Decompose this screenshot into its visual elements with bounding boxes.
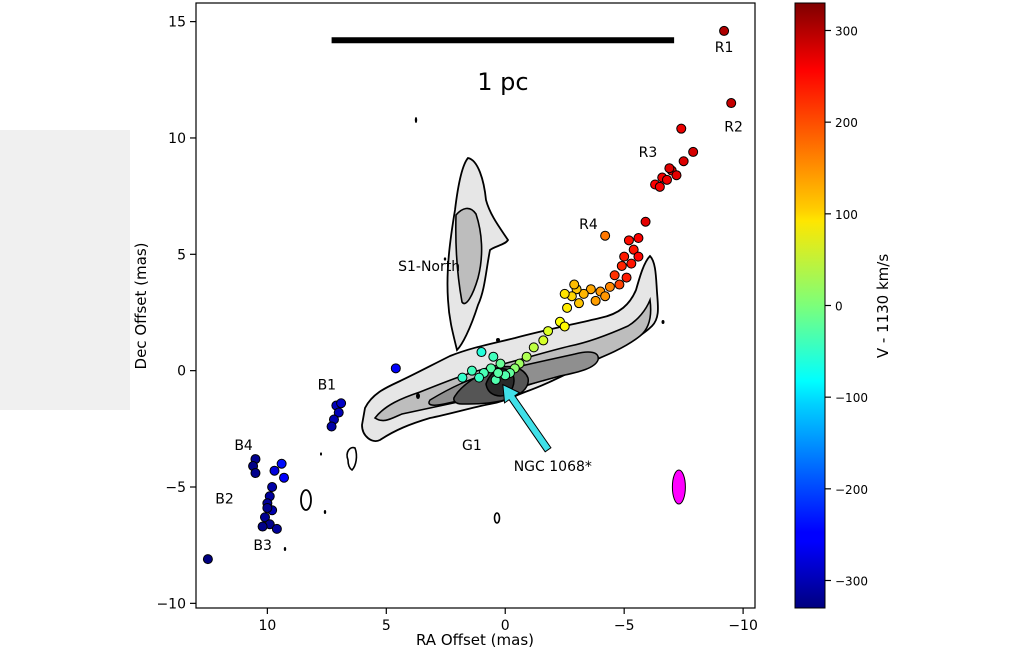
maser-spot — [719, 25, 730, 36]
maser-spot — [671, 170, 682, 181]
maser-spot — [466, 365, 477, 376]
maser-spot — [538, 335, 549, 346]
maser-spot — [562, 302, 573, 313]
maser-spot — [326, 421, 337, 432]
x-tick-label: 10 — [258, 618, 276, 634]
maser-spot — [543, 326, 554, 337]
maser-spot — [600, 291, 611, 302]
y-tick-label: −5 — [165, 480, 186, 496]
maser-spot — [279, 472, 290, 483]
maser-spot — [269, 465, 280, 476]
annotation-label: R1 — [715, 40, 734, 56]
maser-spot — [521, 351, 532, 362]
maser-spot — [267, 482, 278, 492]
annotation-label: R4 — [579, 217, 598, 233]
scale-bar-label: 1 pc — [477, 68, 528, 96]
maser-spot — [271, 523, 282, 534]
maser-spot — [616, 260, 627, 271]
y-tick-label: −10 — [156, 596, 186, 612]
x-axis-label: RA Offset (mas) — [416, 631, 534, 649]
maser-spot — [654, 181, 665, 192]
annotation-label: R3 — [639, 145, 658, 161]
maser-spot — [640, 216, 651, 227]
maser-spot — [276, 458, 287, 469]
x-tick-label: 0 — [501, 618, 510, 634]
maser-spot — [626, 258, 637, 269]
maser-spot — [559, 288, 570, 299]
colorbar-tick-label: −300 — [835, 575, 868, 589]
maser-spot — [257, 521, 268, 532]
maser-spot — [585, 284, 596, 295]
beam-ellipse — [671, 469, 686, 505]
maser-spot — [623, 235, 634, 246]
maser-spot — [628, 244, 639, 255]
maser-spot — [573, 298, 584, 309]
maser-spot — [262, 502, 273, 513]
y-tick-label: 15 — [168, 15, 186, 31]
maser-spot — [633, 233, 644, 244]
colorbar-label: V - 1130 km/s — [874, 254, 892, 359]
maser-spot — [619, 251, 630, 262]
maser-spot — [609, 270, 620, 281]
maser-spot — [493, 367, 504, 378]
maser-spot — [474, 372, 485, 383]
colorbar — [794, 2, 826, 609]
maser-spot — [390, 363, 401, 374]
x-tick-label: −10 — [728, 618, 758, 634]
maser-spot — [688, 146, 699, 157]
maser-spot — [614, 279, 625, 290]
y-axis-label: Dec Offset (mas) — [132, 243, 150, 370]
annotation-label: G1 — [462, 438, 482, 454]
maser-spot — [678, 156, 689, 167]
maser-spot — [333, 407, 344, 418]
annotation-label: B4 — [234, 438, 253, 454]
maser-spot — [495, 358, 506, 369]
background-shade — [0, 130, 130, 410]
maser-spot — [559, 321, 570, 332]
colorbar-tick-label: 0 — [835, 300, 843, 314]
y-tick-label: 10 — [168, 131, 186, 147]
x-tick-label: −5 — [614, 618, 635, 634]
maser-spot — [661, 174, 672, 185]
annotation-label: B1 — [318, 378, 337, 394]
colorbar-tick-label: 300 — [835, 25, 858, 39]
y-tick-label: 5 — [177, 247, 186, 263]
maser-spot — [600, 230, 611, 241]
maser-spot — [488, 351, 499, 362]
x-tick-label: 5 — [382, 618, 391, 634]
maser-spot — [476, 347, 487, 358]
maser-spot — [202, 554, 213, 565]
maser-spot — [621, 272, 632, 283]
colorbar-tick-label: 200 — [835, 116, 858, 130]
colorbar-tick-label: 100 — [835, 208, 858, 222]
maser-spot — [590, 295, 601, 306]
colorbar-tick-label: −100 — [835, 391, 868, 405]
maser-spot — [485, 363, 496, 374]
annotation-label: B2 — [215, 492, 234, 508]
maser-spot — [633, 251, 644, 262]
maser-spot — [259, 512, 270, 523]
maser-spot — [578, 288, 589, 299]
maser-spot — [457, 372, 468, 383]
y-tick-label: 0 — [177, 364, 186, 380]
maser-spot — [250, 468, 261, 479]
annotation-label: B3 — [253, 538, 272, 554]
maser-spot — [528, 342, 539, 353]
annotation-label: NGC 1068* — [514, 459, 592, 475]
maser-spot — [676, 123, 687, 134]
maser-spot — [569, 279, 580, 290]
arrow-ngc1068 — [502, 383, 552, 453]
colorbar-tick-label: −200 — [835, 483, 868, 497]
maser-spot — [664, 163, 675, 174]
annotation-label: S1-North — [398, 259, 460, 275]
maser-spot — [604, 281, 615, 292]
maser-spot — [336, 398, 347, 409]
annotation-label: R2 — [724, 119, 743, 135]
maser-spot — [726, 98, 737, 109]
